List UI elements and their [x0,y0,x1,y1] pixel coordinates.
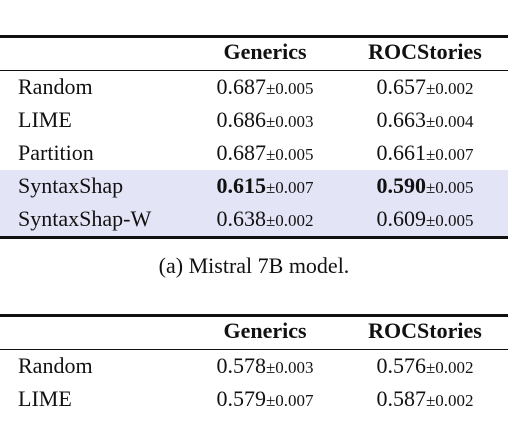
cell-value: 0.687 [216,140,266,165]
cell-value: 0.615 [216,173,266,198]
cell: 0.661±0.007 [376,140,473,168]
cell: 0.579±0.007 [216,386,313,414]
bottom-rule [0,236,508,239]
cell-std: ±0.002 [265,211,314,230]
cell-value: 0.663 [376,107,426,132]
row-label: SyntaxShap-W [18,206,152,231]
row-label: Random [18,353,93,378]
cell: 0.687±0.005 [216,140,313,168]
cell: 0.657±0.002 [376,74,473,102]
cell: 0.615±0.007 [216,173,313,201]
cell-value: 0.587 [376,386,426,411]
top-rule [0,314,508,317]
mid-rule [0,70,508,72]
top-rule [0,35,508,38]
cell: 0.686±0.003 [216,107,313,135]
cell-std: ±0.002 [425,391,474,410]
cell-std: ±0.007 [265,178,314,197]
cell-std: ±0.003 [265,112,314,131]
cell-std: ±0.002 [425,79,474,98]
cell: 0.576±0.002 [376,353,473,381]
cell: 0.687±0.005 [216,74,313,102]
cell-std: ±0.003 [265,358,314,377]
row-highlight [0,203,508,236]
cell-value: 0.590 [376,173,426,198]
cell-value: 0.638 [216,206,266,231]
cell-std: ±0.004 [425,112,474,131]
cell: 0.638±0.002 [216,206,313,234]
cell: 0.590±0.005 [376,173,473,201]
row-label: Random [18,74,93,99]
cell-std: ±0.005 [425,211,474,230]
row-highlight [0,170,508,203]
cell: 0.578±0.003 [216,353,313,381]
row-label: Partition [18,140,94,165]
cell-value: 0.687 [216,74,266,99]
cell-value: 0.579 [216,386,266,411]
row-label: LIME [18,386,72,411]
cell-std: ±0.005 [425,178,474,197]
column-header: ROCStories [368,318,482,343]
mid-rule [0,349,508,351]
row-label: SyntaxShap [18,173,124,198]
cell-value: 0.657 [376,74,426,99]
cell-value: 0.578 [216,353,266,378]
cell-std: ±0.007 [265,391,314,410]
cell-value: 0.576 [376,353,426,378]
cell-value: 0.686 [216,107,266,132]
caption: (a) Mistral 7B model. [158,253,350,278]
cell-std: ±0.005 [265,79,314,98]
column-header: Generics [223,318,307,343]
cell-std: ±0.002 [425,358,474,377]
column-header: Generics [223,39,307,64]
cell-value: 0.609 [376,206,426,231]
cell-std: ±0.005 [265,145,314,164]
cell: 0.663±0.004 [376,107,473,135]
cell-std: ±0.007 [425,145,474,164]
cell: 0.587±0.002 [376,386,473,414]
cell: 0.609±0.005 [376,206,473,234]
column-header: ROCStories [368,39,482,64]
row-label: LIME [18,107,72,132]
cell-value: 0.661 [376,140,426,165]
